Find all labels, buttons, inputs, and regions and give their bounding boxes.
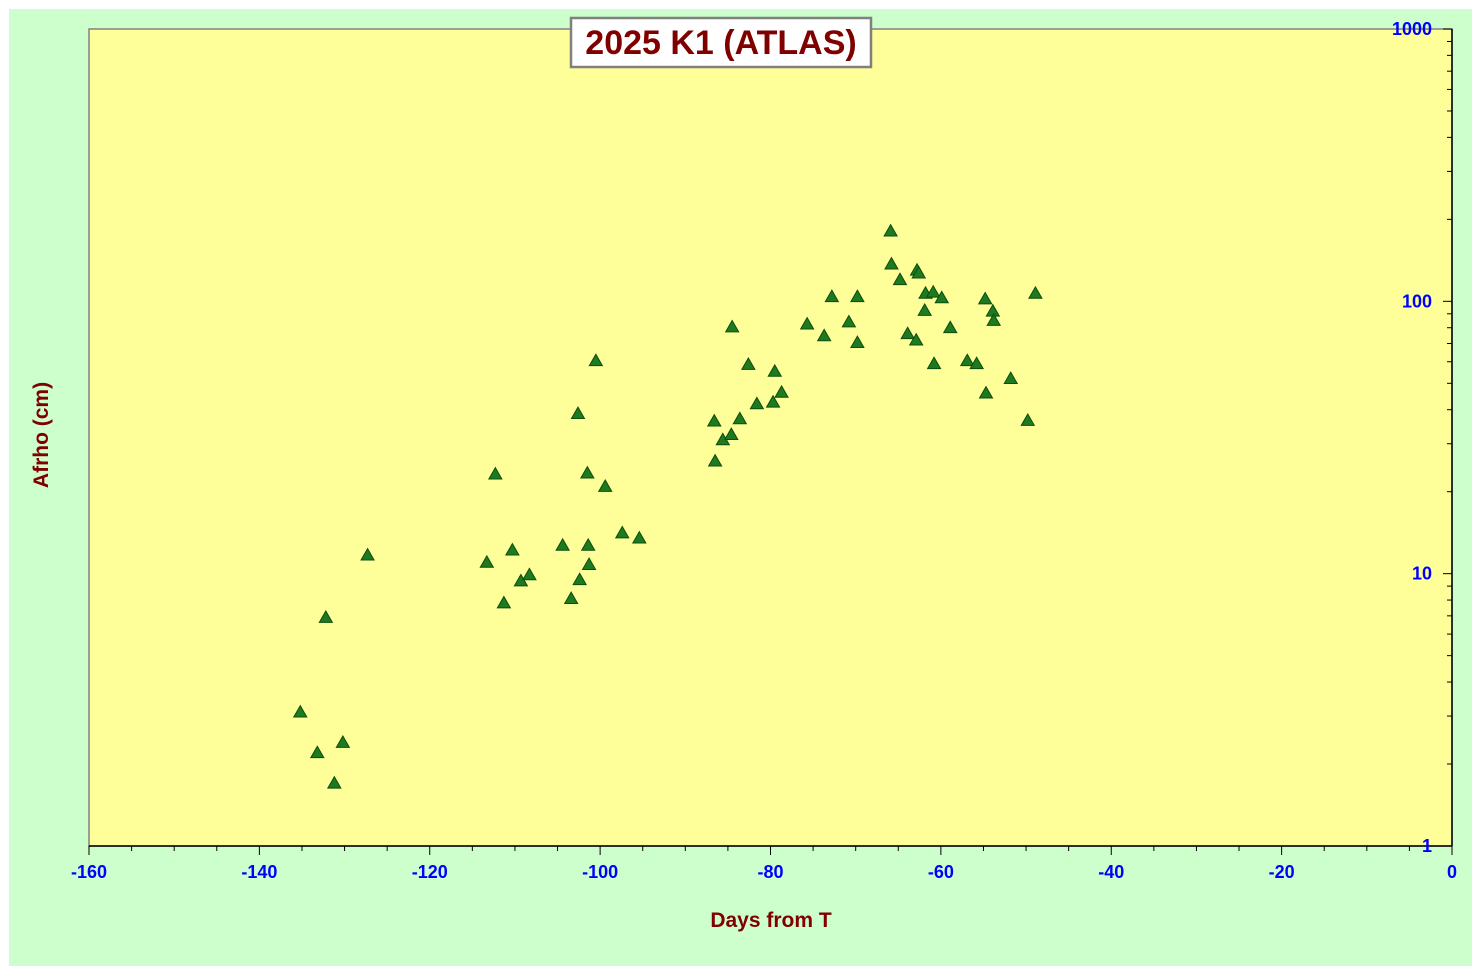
data-point-triangle-icon bbox=[774, 384, 789, 398]
x-tick-label: -40 bbox=[1098, 862, 1124, 882]
data-point-triangle-icon bbox=[978, 385, 994, 399]
data-point-triangle-icon bbox=[850, 335, 865, 349]
data-point-triangle-icon bbox=[487, 466, 503, 480]
data-point-triangle-icon bbox=[884, 256, 899, 270]
data-point-triangle-icon bbox=[522, 567, 537, 581]
y-tick-label: 100 bbox=[1402, 291, 1432, 311]
data-point-triangle-icon bbox=[925, 284, 941, 298]
data-point-triangle-icon bbox=[1028, 285, 1043, 299]
data-point-triangle-icon bbox=[505, 542, 520, 556]
data-point-triangle-icon bbox=[959, 353, 975, 367]
data-point-triangle-icon bbox=[588, 353, 604, 367]
data-point-triangle-icon bbox=[824, 289, 840, 303]
data-point-triangle-icon bbox=[816, 328, 832, 342]
data-point-triangle-icon bbox=[318, 610, 334, 623]
data-point-triangle-icon bbox=[723, 427, 739, 441]
data-point-triangle-icon bbox=[926, 356, 942, 370]
data-point-triangle-icon bbox=[572, 572, 588, 586]
data-point-triangle-icon bbox=[360, 547, 375, 561]
data-point-triangle-icon bbox=[911, 265, 927, 279]
data-point-triangle-icon bbox=[581, 557, 597, 570]
x-axis-label: Days from T bbox=[710, 909, 832, 932]
x-tick-label: -160 bbox=[71, 862, 107, 882]
data-point-triangle-icon bbox=[563, 591, 579, 604]
data-point-triangle-icon bbox=[1003, 371, 1019, 385]
x-axis: -160 -140 -120 -100 -80 -60 -40 -20 0 bbox=[71, 845, 1457, 882]
x-tick-label: -60 bbox=[928, 862, 954, 882]
data-point-triangle-icon bbox=[799, 316, 815, 330]
data-point-triangle-icon bbox=[969, 356, 985, 370]
data-point-triangle-icon bbox=[724, 319, 740, 333]
y-tick-label: 1000 bbox=[1392, 19, 1432, 39]
data-point-triangle-icon bbox=[309, 745, 325, 759]
x-tick-label: -100 bbox=[582, 862, 618, 882]
data-point-triangle-icon bbox=[767, 363, 783, 377]
data-point-triangle-icon bbox=[292, 704, 308, 718]
data-point-triangle-icon bbox=[326, 775, 342, 789]
data-point-triangle-icon bbox=[555, 537, 571, 551]
x-tick-label: -20 bbox=[1269, 862, 1295, 882]
data-point-triangle-icon bbox=[579, 465, 595, 479]
y-axis: 1 10 100 1000 bbox=[1392, 19, 1453, 856]
y-tick-label: 10 bbox=[1412, 564, 1432, 584]
data-point-triangle-icon bbox=[908, 332, 924, 346]
data-point-triangle-icon bbox=[977, 291, 993, 305]
data-point-triangle-icon bbox=[631, 530, 647, 544]
data-point-triangle-icon bbox=[1020, 413, 1036, 426]
data-point-triangle-icon bbox=[496, 595, 512, 609]
data-point-triangle-icon bbox=[740, 357, 756, 370]
data-point-triangle-icon bbox=[917, 303, 933, 316]
data-point-triangle-icon bbox=[900, 326, 916, 340]
chart-title-box: 2025 K1 (ATLAS) bbox=[569, 16, 873, 69]
chart-title: 2025 K1 (ATLAS) bbox=[585, 24, 856, 62]
data-point-triangle-icon bbox=[707, 453, 723, 467]
data-point-triangle-icon bbox=[614, 525, 630, 539]
data-point-triangle-icon bbox=[570, 406, 586, 419]
y-tick-label: 1 bbox=[1422, 836, 1432, 856]
data-point-triangle-icon bbox=[706, 413, 722, 427]
x-tick-label: 0 bbox=[1447, 862, 1457, 882]
data-point-triangle-icon bbox=[479, 554, 495, 568]
data-point-triangle-icon bbox=[335, 734, 351, 748]
data-point-triangle-icon bbox=[841, 314, 857, 328]
plot-area bbox=[88, 28, 1453, 847]
data-point-triangle-icon bbox=[942, 320, 958, 334]
x-tick-label: -120 bbox=[412, 862, 448, 882]
data-point-triangle-icon bbox=[986, 313, 1002, 326]
data-point-triangle-icon bbox=[850, 289, 865, 303]
data-point-triangle-icon bbox=[883, 223, 898, 237]
data-points bbox=[292, 223, 1043, 789]
x-tick-label: -80 bbox=[757, 862, 783, 882]
data-point-triangle-icon bbox=[892, 272, 908, 286]
data-point-triangle-icon bbox=[580, 537, 596, 551]
x-tick-label: -140 bbox=[241, 862, 277, 882]
data-point-triangle-icon bbox=[597, 478, 613, 492]
data-point-triangle-icon bbox=[749, 396, 765, 410]
data-point-triangle-icon bbox=[732, 411, 748, 425]
data-point-triangle-icon bbox=[934, 290, 950, 304]
data-point-triangle-icon bbox=[765, 394, 781, 408]
y-axis-label: Afrho (cm) bbox=[30, 382, 53, 488]
